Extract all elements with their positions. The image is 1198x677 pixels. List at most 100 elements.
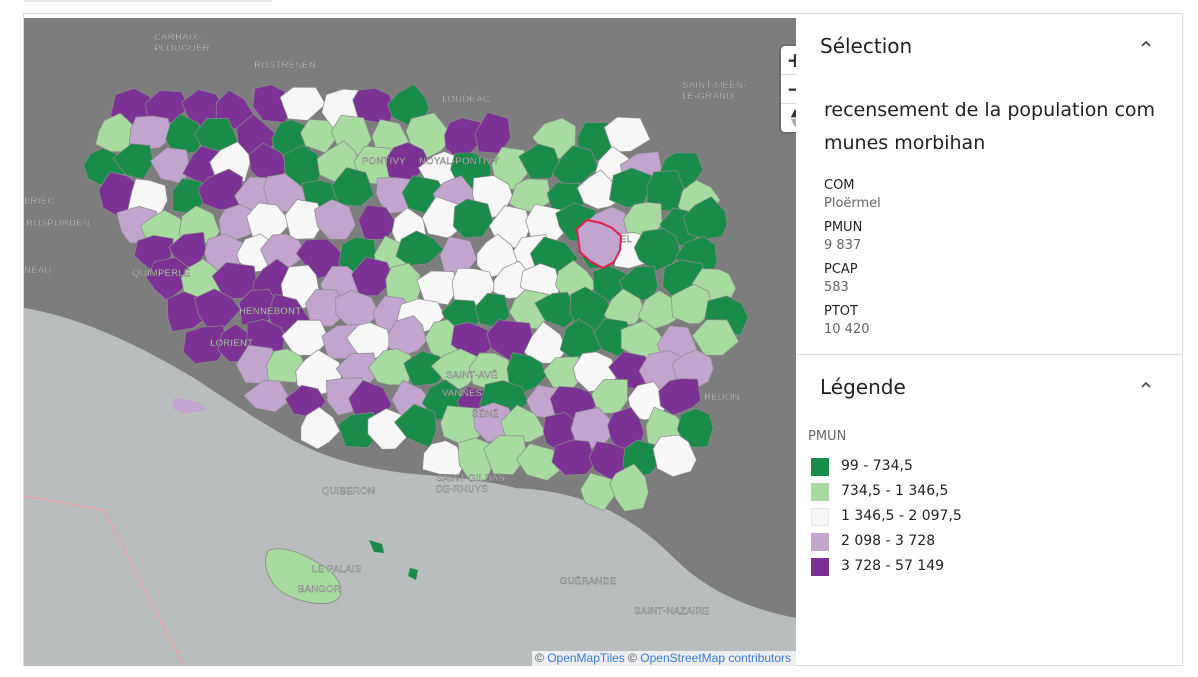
commune-polygon[interactable] bbox=[388, 315, 427, 356]
place-label: PLOUGUER bbox=[154, 43, 210, 54]
commune-polygon[interactable] bbox=[506, 352, 548, 394]
property-key: COM bbox=[824, 178, 855, 193]
commune-polygon[interactable] bbox=[128, 115, 174, 150]
basemap bbox=[24, 308, 796, 666]
commune-polygon[interactable] bbox=[515, 443, 565, 481]
legend-label: 99 - 734,5 bbox=[841, 458, 913, 474]
commune-polygon[interactable] bbox=[430, 348, 482, 393]
island-belle-ile bbox=[265, 548, 342, 604]
commune-polygon[interactable] bbox=[279, 86, 327, 121]
island-small-1 bbox=[369, 540, 384, 553]
selection-header[interactable]: Sélection bbox=[797, 14, 1182, 74]
commune-polygon[interactable] bbox=[580, 472, 616, 512]
property-value: 583 bbox=[824, 280, 849, 295]
top-strip bbox=[24, 0, 272, 2]
commune-polygon[interactable] bbox=[518, 143, 561, 180]
compass-north-icon: ▲ bbox=[790, 106, 796, 119]
map-attribution: © OpenMapTiles © OpenStreetMap contribut… bbox=[532, 651, 797, 666]
place-label: LORIENT bbox=[210, 338, 253, 349]
place-label: BANGOR bbox=[298, 584, 341, 595]
navigation-control: + − ▲ ▼ bbox=[781, 46, 796, 132]
commune-polygon[interactable] bbox=[395, 230, 445, 266]
place-label: LE-GRAND bbox=[682, 91, 734, 102]
legend-label: 1 346,5 - 2 097,5 bbox=[841, 508, 962, 524]
place-label: REDON bbox=[704, 392, 740, 403]
commune-polygon[interactable] bbox=[658, 378, 702, 416]
zoom-out-button[interactable]: − bbox=[781, 75, 796, 104]
commune-polygon[interactable] bbox=[182, 325, 228, 365]
commune-polygon[interactable] bbox=[300, 406, 341, 450]
legend-swatch bbox=[811, 508, 829, 526]
selected-commune-outline[interactable] bbox=[575, 218, 623, 270]
compass-button[interactable]: ▲ ▼ bbox=[781, 104, 796, 132]
place-label: DE-RHUYS bbox=[436, 484, 488, 495]
place-label: SAINT-MÉEN- bbox=[682, 80, 747, 91]
place-label: QUIMPERLÉ bbox=[132, 268, 191, 279]
commune-polygon[interactable] bbox=[218, 204, 259, 242]
chevron-up-icon[interactable] bbox=[1140, 379, 1152, 391]
commune-polygon[interactable] bbox=[242, 379, 292, 413]
place-label: SAINT-AVÉ bbox=[446, 370, 498, 381]
commune-polygon[interactable] bbox=[676, 407, 714, 448]
commune-polygon[interactable] bbox=[314, 199, 356, 240]
section-divider bbox=[797, 354, 1182, 355]
communes-layer[interactable] bbox=[83, 83, 749, 512]
commune-polygon[interactable] bbox=[551, 439, 597, 476]
legend-swatch bbox=[811, 458, 829, 476]
property-key: PMUN bbox=[824, 220, 863, 235]
legend-field-name: PMUN bbox=[808, 429, 847, 444]
commune-polygon[interactable] bbox=[165, 113, 204, 156]
commune-polygon[interactable] bbox=[483, 435, 528, 476]
place-label: SAINT-NAZAIRE bbox=[634, 606, 710, 617]
commune-polygon[interactable] bbox=[603, 288, 646, 328]
place-label: GUÉRANDE bbox=[560, 576, 616, 587]
commune-polygon[interactable] bbox=[331, 167, 375, 207]
commune-polygon[interactable] bbox=[683, 196, 728, 240]
property-key: PCAP bbox=[824, 262, 858, 277]
commune-polygon[interactable] bbox=[112, 143, 155, 180]
legend-swatch bbox=[811, 533, 829, 551]
commune-polygon[interactable] bbox=[351, 256, 395, 297]
island-groix bbox=[172, 398, 206, 414]
property-value: Ploërmel bbox=[824, 196, 881, 211]
openmaptiles-link[interactable]: OpenMapTiles bbox=[547, 651, 625, 665]
commune-polygon[interactable] bbox=[691, 319, 740, 356]
property-key: PTOT bbox=[824, 304, 858, 319]
property-value: 9 837 bbox=[824, 238, 862, 253]
legend-label: 2 098 - 3 728 bbox=[841, 533, 936, 549]
commune-polygon[interactable] bbox=[551, 145, 599, 188]
place-label: HENNEBONT bbox=[239, 306, 301, 317]
commune-polygon[interactable] bbox=[671, 283, 713, 325]
commune-polygon[interactable] bbox=[403, 350, 447, 387]
commune-polygon[interactable] bbox=[633, 228, 682, 272]
place-label: ROSTRENEN bbox=[254, 60, 316, 71]
commune-polygon[interactable] bbox=[416, 270, 459, 306]
commune-polygon[interactable] bbox=[508, 289, 552, 330]
chevron-up-icon[interactable] bbox=[1140, 38, 1152, 50]
legend-header[interactable]: Légende bbox=[797, 355, 1182, 415]
place-label: VANNES bbox=[442, 388, 482, 399]
commune-polygon[interactable] bbox=[652, 434, 697, 478]
commune-polygon[interactable] bbox=[453, 198, 494, 239]
place-label: NOYAL-PONTIVY bbox=[419, 156, 500, 167]
commune-polygon[interactable] bbox=[534, 291, 581, 328]
place-label: LOUDÉAC bbox=[442, 94, 490, 105]
osm-link[interactable]: OpenStreetMap contributors bbox=[640, 651, 792, 665]
map-canvas[interactable]: CARHAIX-PLOUGUER ROSTRENEN LOUDÉAC SAINT-MÉ… bbox=[24, 18, 796, 666]
commune-polygon[interactable] bbox=[603, 116, 651, 153]
place-label: BRIEC bbox=[24, 196, 55, 207]
commune-polygon[interactable] bbox=[609, 463, 649, 512]
commune-polygon[interactable] bbox=[422, 440, 465, 476]
place-label: SÉNÉ bbox=[472, 409, 499, 420]
selection-layer-name: recensement de la population communes mo… bbox=[824, 99, 1156, 154]
commune-polygon[interactable] bbox=[500, 404, 547, 444]
place-labels: CARHAIX-PLOUGUER ROSTRENEN LOUDÉAC SAINT-MÉ… bbox=[24, 32, 747, 617]
map-view[interactable]: CARHAIX- PLOUGUER ROSTRENEN LOUDÉAC SAINT-MÉ… bbox=[24, 18, 796, 666]
property-value: 10 420 bbox=[824, 322, 870, 337]
zoom-in-button[interactable]: + bbox=[781, 46, 796, 75]
side-panel: Sélection recensement de la population c… bbox=[797, 14, 1182, 665]
compass-south-icon: ▼ bbox=[790, 116, 796, 129]
place-label: SAINT-GILDAS- bbox=[436, 473, 509, 484]
legend-label: 3 728 - 57 149 bbox=[841, 558, 945, 574]
island-small-2 bbox=[408, 568, 418, 580]
